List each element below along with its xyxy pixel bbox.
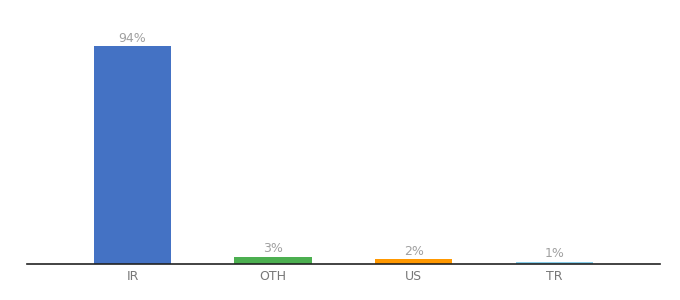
Bar <box>515 262 593 264</box>
Bar <box>375 260 452 264</box>
Text: 94%: 94% <box>119 32 146 45</box>
Text: 2%: 2% <box>404 244 424 257</box>
Text: 3%: 3% <box>263 242 283 255</box>
Bar <box>94 46 171 264</box>
Bar <box>235 257 311 264</box>
Text: 1%: 1% <box>544 247 564 260</box>
